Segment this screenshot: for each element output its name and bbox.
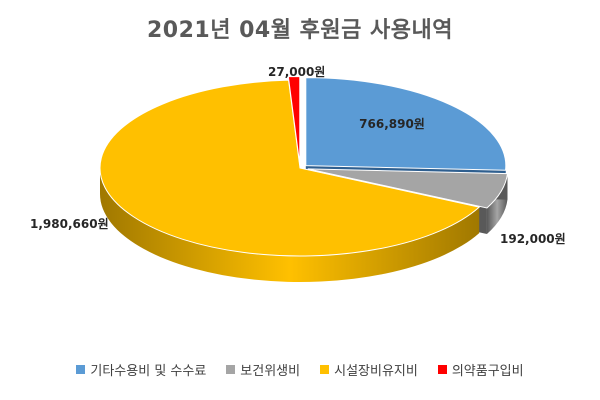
legend-swatch (437, 365, 447, 374)
legend-swatch (226, 365, 236, 374)
pie-slice (307, 168, 509, 209)
legend-label: 기타수용비 및 수수료 (90, 364, 207, 379)
legend-item-misc-fees: 기타수용비 및 수수료 (76, 360, 206, 379)
chart-title: 2021년 04월 후원금 사용내역 (147, 18, 453, 43)
pie-tops (99, 75, 509, 257)
chart-legend: 기타수용비 및 수수료 보건위생비 시설장비유지비 의약품구입비 (0, 360, 600, 379)
pie-data-label: 192,000원 (500, 232, 566, 246)
pie-slice-side (100, 168, 480, 282)
legend-label: 의약품구입비 (451, 364, 524, 379)
pie-data-label: 766,890원 (359, 117, 425, 131)
legend-swatch (76, 365, 86, 374)
legend-swatch (320, 365, 330, 374)
pie-labels: 766,890원 192,000원 1,980,660원 27,000원 (30, 65, 566, 246)
pie-slice (99, 79, 481, 257)
pie-slice (287, 75, 301, 165)
legend-item-medicine: 의약품구입비 (437, 360, 524, 379)
pie-slice-side (486, 173, 508, 234)
legend-item-facility: 시설장비유지비 (320, 360, 418, 379)
pie-slice (305, 77, 507, 171)
legend-item-health: 보건위생비 (226, 360, 300, 379)
legend-label: 보건위생비 (240, 364, 301, 379)
pie-data-label: 27,000원 (268, 65, 325, 79)
legend-label: 시설장비유지비 (334, 364, 418, 379)
pie-data-label: 1,980,660원 (30, 217, 109, 231)
